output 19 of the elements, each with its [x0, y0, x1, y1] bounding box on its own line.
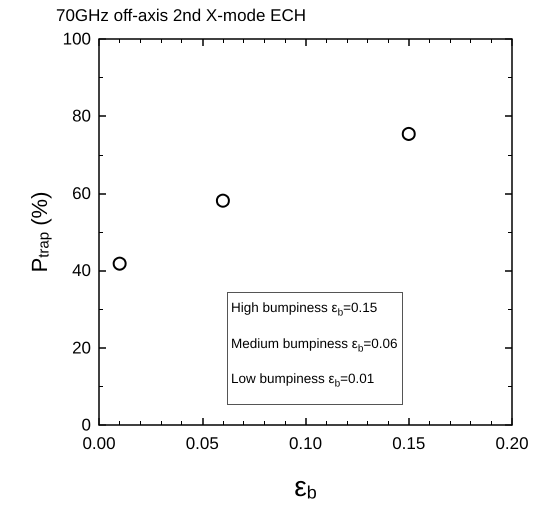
x-tick-label: 0.00 [82, 434, 116, 453]
x-tick-label: 0.15 [392, 434, 426, 453]
point [112, 256, 127, 271]
x-tick-label: 0.20 [495, 434, 529, 453]
annotation: High bumpiness ε$_{b}$=0.15 [231, 299, 378, 321]
chart-title: 70GHz off-axis 2nd X-mode ECH [56, 6, 306, 25]
y-tick-label: 100 [62, 30, 91, 48]
y-tick-label: 60 [72, 184, 91, 203]
y-tick-label: 0 [82, 416, 91, 434]
annotation: Medium bumpiness ε$_{b}$=0.06 [231, 334, 398, 356]
point [402, 126, 416, 141]
x-tick-label: 0.10 [288, 434, 322, 453]
point [216, 194, 230, 208]
annotation: Low bumpiness ε$_{b}$=0.01 [231, 370, 376, 392]
y-axis-title: Ptrap (%) [26, 192, 53, 272]
x-tick-label: 0.05 [186, 434, 219, 453]
y-tick-label: 80 [72, 106, 91, 126]
y-tick-label: 40 [72, 261, 91, 280]
y-tick-label: 20 [72, 338, 91, 358]
